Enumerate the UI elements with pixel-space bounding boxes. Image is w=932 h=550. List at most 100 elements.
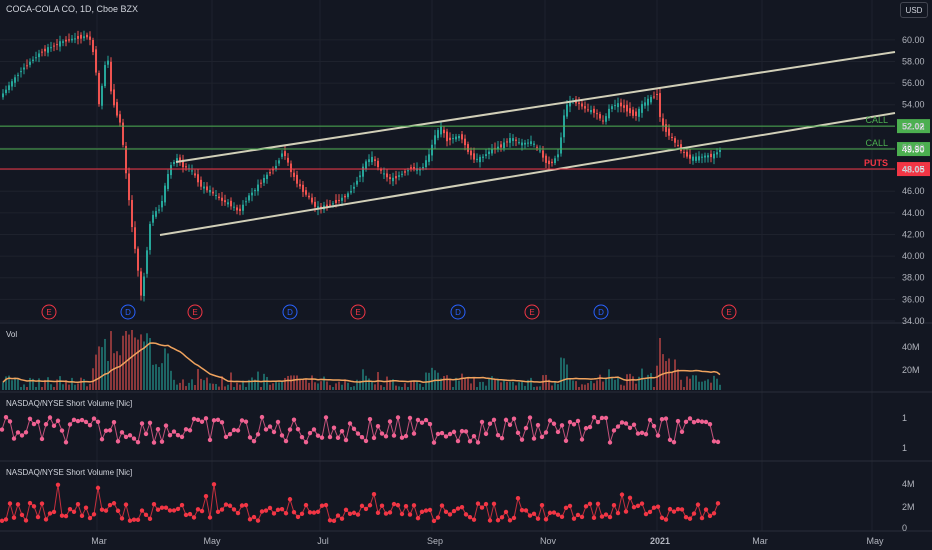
volume-bar: [602, 381, 604, 390]
volume-bar: [293, 375, 295, 390]
short-volume-1-point: [187, 428, 193, 433]
short-volume-2-point: [79, 513, 85, 519]
short-volume-1-point: [563, 438, 569, 444]
volume-bar: [383, 387, 385, 390]
volume-bar: [629, 373, 631, 390]
channel-lower-line: [159, 112, 896, 236]
candle-body: [74, 38, 76, 40]
short-volume-1-point: [27, 416, 33, 421]
short-volume-1-point: [335, 435, 341, 440]
volume-bar: [8, 375, 10, 390]
short-volume-1-point: [195, 417, 201, 423]
event-marker-label: E: [46, 308, 51, 317]
short-volume-2-point: [199, 508, 205, 514]
price-level-badge: [897, 142, 930, 157]
dividend-marker[interactable]: [450, 304, 466, 320]
candle-body: [677, 144, 679, 146]
candle-body: [209, 190, 211, 193]
short-volume-1-point: [483, 431, 489, 437]
volume-bar: [488, 378, 490, 390]
price-axis-tick: 44.00: [902, 208, 925, 218]
short-volume-1-point: [151, 440, 157, 445]
volume-bar: [650, 373, 652, 390]
volume-bar: [278, 382, 280, 390]
volume-bar: [608, 369, 610, 390]
candle-body: [83, 36, 85, 39]
volume-bar: [332, 387, 334, 390]
currency-button[interactable]: USD: [900, 2, 928, 18]
volume-bar: [410, 381, 412, 390]
candle-body: [554, 158, 556, 164]
short-volume-1-point: [235, 428, 241, 433]
price-level-badge: [897, 119, 930, 134]
candle-body: [473, 153, 475, 160]
earnings-marker[interactable]: [187, 304, 203, 320]
short-volume-1-point: [215, 417, 221, 423]
short-volume-2-point: [319, 503, 325, 508]
volume-bar: [65, 380, 67, 390]
short-volume-2-point: [139, 508, 145, 513]
candle-body: [605, 116, 607, 122]
volume-bar: [503, 380, 505, 390]
earnings-marker[interactable]: [41, 304, 57, 320]
short-1-axis-tick: 1: [902, 443, 907, 453]
candle-body: [647, 98, 649, 106]
candle-body: [359, 175, 361, 178]
volume-bar: [578, 387, 580, 390]
candle-body: [596, 113, 598, 115]
time-axis-label: May: [203, 536, 221, 546]
short-volume-1-point: [571, 422, 577, 427]
short-volume-2-point: [671, 509, 677, 514]
short-volume-2-point: [99, 507, 105, 512]
volume-bar: [242, 380, 244, 390]
earnings-marker[interactable]: [524, 304, 540, 320]
candle-body: [506, 141, 508, 143]
short-volume-1-point: [587, 424, 593, 430]
short-volume-2-point: [43, 517, 49, 522]
price-axis-tick: 36.00: [902, 294, 925, 304]
candle-body: [707, 155, 709, 158]
short-volume-1-point: [319, 435, 325, 440]
volume-bar: [86, 386, 88, 390]
short-volume-1-point: [75, 418, 81, 424]
volume-bar: [701, 381, 703, 390]
short-volume-2-point: [391, 501, 397, 507]
candle-body: [149, 224, 151, 250]
short-volume-2-point: [227, 503, 233, 508]
short-volume-1-point: [651, 423, 657, 429]
short-2-axis-tick: 2M: [902, 502, 915, 512]
candle-body: [482, 156, 484, 158]
short-volume-2-point: [507, 518, 513, 523]
short-volume-2-point: [135, 517, 141, 523]
short-volume-1-point: [427, 421, 433, 427]
short-volume-1-point: [671, 439, 677, 445]
dividend-marker[interactable]: [593, 304, 609, 320]
volume-bar: [323, 376, 325, 390]
candle-body: [431, 144, 433, 156]
short-volume-1-point: [95, 419, 101, 425]
short-volume-1-point: [203, 416, 209, 421]
volume-bar: [479, 381, 481, 390]
candle-body: [131, 199, 133, 228]
short-volume-1-point: [339, 428, 345, 434]
short-volume-2-point: [51, 509, 57, 515]
short-volume-2-point: [375, 510, 381, 515]
dividend-marker[interactable]: [282, 304, 298, 320]
short-volume-1-point: [683, 419, 689, 425]
price-axis-tick: 54.00: [902, 100, 925, 110]
candle-body: [230, 200, 232, 207]
dividend-marker[interactable]: [120, 304, 136, 320]
candle-body: [422, 167, 424, 169]
short-volume-2-point: [711, 511, 717, 516]
volume-bar: [395, 385, 397, 390]
short-volume-1-point: [415, 417, 421, 423]
earnings-marker[interactable]: [721, 304, 737, 320]
short-volume-1-point: [643, 431, 649, 437]
earnings-marker[interactable]: [350, 304, 366, 320]
short-volume-1-point: [263, 427, 269, 432]
candle-body: [386, 173, 388, 178]
candle-body: [329, 204, 331, 206]
candle-body: [293, 172, 295, 177]
